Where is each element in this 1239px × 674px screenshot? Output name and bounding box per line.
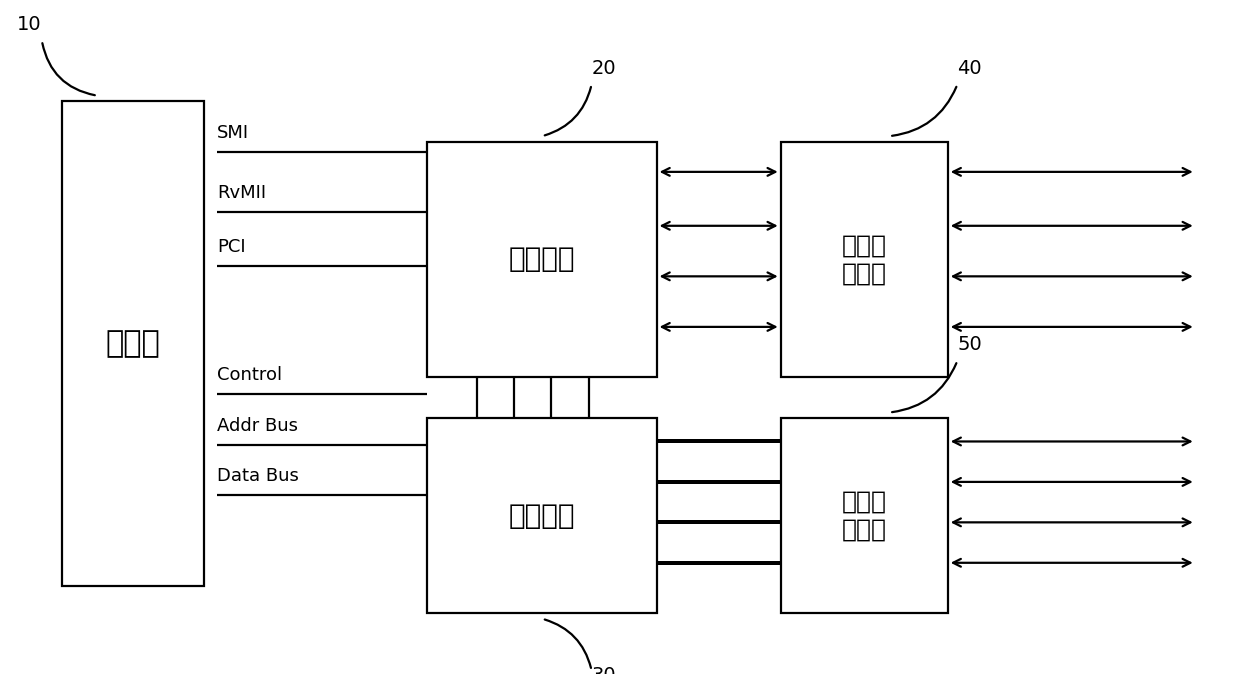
Text: 40: 40 <box>958 59 983 78</box>
Text: SMI: SMI <box>217 123 249 142</box>
Text: 10: 10 <box>17 16 42 34</box>
FancyBboxPatch shape <box>781 418 948 613</box>
Text: 转发模块: 转发模块 <box>509 245 575 274</box>
Text: Addr Bus: Addr Bus <box>217 417 297 435</box>
Text: 50: 50 <box>958 336 983 355</box>
FancyBboxPatch shape <box>62 101 204 586</box>
FancyBboxPatch shape <box>427 418 657 613</box>
Text: 第一接
口模块: 第一接 口模块 <box>841 234 887 285</box>
Text: PCI: PCI <box>217 238 245 256</box>
Text: 切换模块: 切换模块 <box>509 501 575 530</box>
Text: 30: 30 <box>592 666 616 674</box>
Text: 20: 20 <box>592 59 616 78</box>
Text: 第二接
口模块: 第二接 口模块 <box>841 490 887 541</box>
Text: 处理器: 处理器 <box>105 329 161 359</box>
Text: Data Bus: Data Bus <box>217 467 299 485</box>
Text: Control: Control <box>217 366 282 384</box>
FancyBboxPatch shape <box>781 142 948 377</box>
Text: RvMII: RvMII <box>217 184 266 202</box>
FancyBboxPatch shape <box>427 142 657 377</box>
